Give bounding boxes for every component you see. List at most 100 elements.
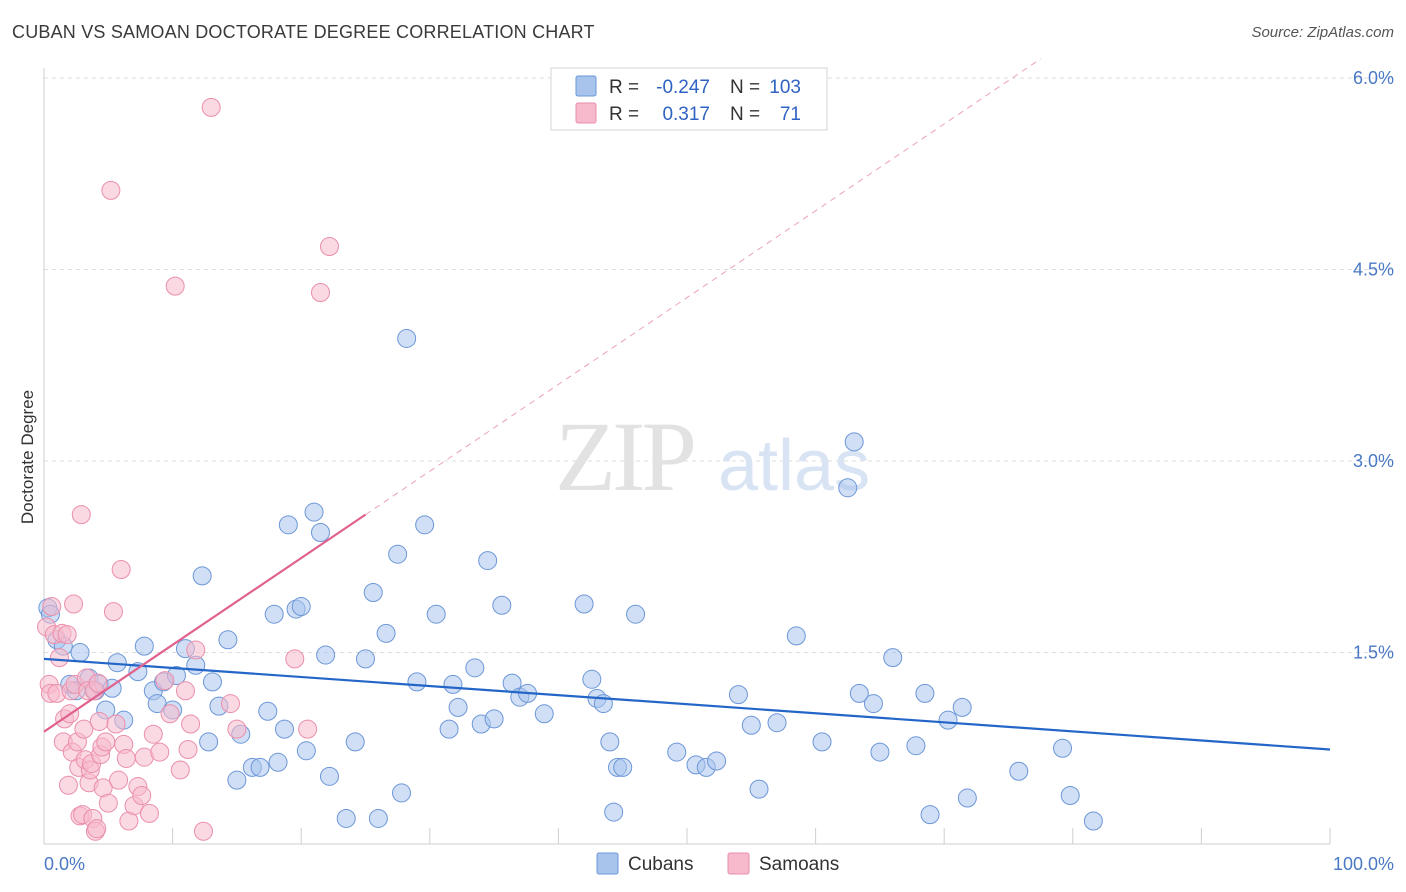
cuban-point <box>310 522 330 542</box>
samoan-point <box>178 740 198 760</box>
cuban-point <box>707 751 727 771</box>
legend-r-label-cubans: R = <box>609 77 639 98</box>
cuban-point <box>915 683 935 703</box>
samoan-point <box>106 714 126 734</box>
cuban-point <box>870 742 890 762</box>
samoan-point <box>49 648 69 668</box>
samoan-point <box>220 694 240 714</box>
cuban-point <box>70 643 90 662</box>
cuban-point <box>741 715 761 735</box>
bottom-legend-swatch-cubans <box>596 852 619 875</box>
samoan-point <box>175 681 195 701</box>
cuban-point <box>345 732 365 752</box>
samoan-point <box>319 237 339 257</box>
bottom-legend-label-samoans: Samoans <box>759 854 839 875</box>
samoan-point <box>310 282 330 302</box>
top-legend: R = -0.247 N = 103 R = 0.317 N = 71 <box>550 67 828 131</box>
cuban-point <box>336 808 356 828</box>
cuban-point <box>316 645 336 665</box>
samoan-point <box>57 625 77 645</box>
cuban-point <box>304 502 324 522</box>
samoan-point <box>109 770 129 790</box>
chart-title: CUBAN VS SAMOAN DOCTORATE DEGREE CORRELA… <box>12 22 595 42</box>
samoan-point <box>285 649 305 669</box>
samoan-point <box>186 640 206 660</box>
samoan-point <box>139 803 159 823</box>
legend-n-label-samoans: N = <box>730 104 760 125</box>
cuban-point <box>667 742 687 762</box>
cuban-point <box>812 732 832 752</box>
cuban-point <box>199 732 219 752</box>
legend-n-label-cubans: N = <box>730 77 760 98</box>
cuban-point <box>613 757 633 777</box>
cuban-point <box>574 594 594 614</box>
cuban-point <box>443 674 463 694</box>
samoan-point <box>98 793 118 813</box>
cuban-point <box>838 478 858 498</box>
points-layer <box>37 97 1103 841</box>
cuban-point <box>604 802 624 822</box>
bottom-legend-swatch-samoans <box>727 852 750 875</box>
legend-r-value-samoans: 0.317 <box>662 104 710 125</box>
y-tick-label: 4.5% <box>1353 260 1394 280</box>
cuban-point <box>844 432 864 452</box>
legend-n-value-samoans: 71 <box>780 104 801 125</box>
cuban-point <box>957 788 977 808</box>
cuban-point <box>397 328 417 348</box>
cuban-point <box>426 604 446 624</box>
cuban-point <box>192 566 212 586</box>
samoan-point <box>143 724 163 744</box>
top-legend-box <box>550 67 828 131</box>
cuban-point <box>376 623 396 643</box>
cuban-point <box>849 683 869 703</box>
samoan-point <box>103 602 123 622</box>
x-tick-label-min: 0.0% <box>44 854 85 874</box>
samoan-point <box>155 671 175 691</box>
cuban-point <box>1053 738 1073 758</box>
cuban-point <box>356 649 375 669</box>
samoan-point <box>227 719 247 739</box>
cuban-point <box>264 604 284 624</box>
ticks-layer <box>43 828 1331 844</box>
cuban-point <box>227 770 247 790</box>
cuban-point <box>250 757 270 777</box>
cuban-point <box>202 672 222 692</box>
cuban-point <box>134 636 154 656</box>
samoan-point <box>89 711 109 731</box>
cuban-point <box>534 704 554 724</box>
cuban-point <box>268 752 288 772</box>
cuban-point <box>952 697 972 717</box>
samoan-point <box>201 97 221 117</box>
cuban-point <box>1009 761 1029 781</box>
cuban-point <box>600 732 620 752</box>
trend-layer <box>43 58 1331 751</box>
samoan-point <box>111 560 131 580</box>
legend-r-value-cubans: -0.247 <box>656 77 710 98</box>
cuban-point <box>274 719 294 739</box>
samoan-point <box>116 748 136 768</box>
cuban-point <box>296 741 316 761</box>
cuban-point <box>938 710 958 730</box>
cuban-point <box>767 713 787 733</box>
samoan-trend-line <box>43 513 367 733</box>
samoan-trend-extension <box>365 58 1041 516</box>
cuban-point <box>415 515 435 535</box>
samoan-point <box>101 180 121 200</box>
cuban-point <box>388 544 408 564</box>
samoan-point <box>64 594 84 614</box>
cuban-point <box>1083 811 1103 831</box>
cuban-point <box>368 808 388 828</box>
legend-r-label-samoans: R = <box>609 104 639 125</box>
cuban-point <box>291 597 311 617</box>
cuban-point <box>786 626 806 646</box>
chart-source: Source: ZipAtlas.com <box>1251 24 1394 41</box>
bottom-legend-label-cubans: Cubans <box>628 854 694 875</box>
samoan-point <box>87 819 107 839</box>
cuban-point <box>439 719 459 739</box>
samoan-point <box>298 719 318 739</box>
cuban-trend-line <box>43 657 1331 751</box>
cuban-point <box>258 701 278 721</box>
y-tick-label: 1.5% <box>1353 643 1394 663</box>
samoan-point <box>160 704 180 724</box>
samoan-point <box>71 505 91 525</box>
